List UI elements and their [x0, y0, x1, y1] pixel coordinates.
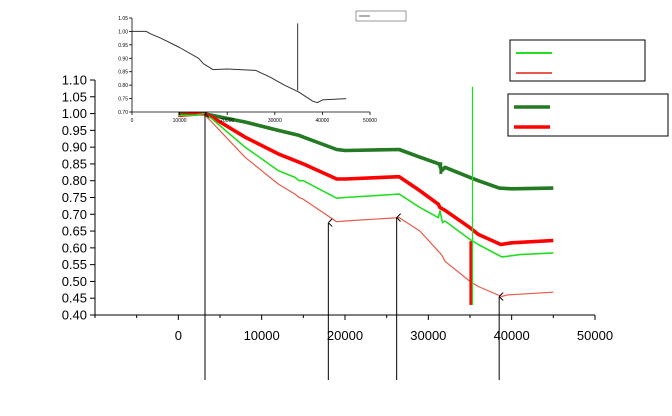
main-series-line-1 — [178, 112, 554, 298]
inset-y-tick-label: 0.90 — [118, 56, 128, 62]
inset-y-tick-label: 0.75 — [118, 97, 128, 103]
legend-box — [507, 93, 669, 137]
main-series-line-0 — [178, 112, 554, 258]
y-tick-label: 0.95 — [62, 123, 87, 138]
inset-x-tick-label: 0 — [131, 118, 134, 124]
y-tick-label: 0.90 — [62, 140, 87, 155]
inset-x-tick-label: 40000 — [315, 118, 329, 124]
y-tick-label: 0.85 — [62, 156, 87, 171]
main-series-line-2 — [178, 111, 554, 191]
inset-legend-box — [355, 10, 407, 22]
y-tick-label: 0.50 — [62, 274, 87, 289]
y-tick-label: 0.80 — [62, 173, 87, 188]
y-tick-label: 1.10 — [62, 73, 87, 88]
inset-series-line-0 — [132, 30, 347, 104]
legends — [507, 39, 669, 137]
inset-y-tick-label: 0.70 — [118, 110, 128, 116]
y-tick-label: 0.70 — [62, 207, 87, 222]
main-plot: 0 10000 20000 30000 40000 50000 0.40 0.45 0.50 0.… — [62, 73, 613, 344]
inset-x-tick-label: 50000 — [363, 118, 377, 124]
x-tick-label: 30000 — [410, 328, 446, 343]
inset-y-tick-label: 0.85 — [118, 70, 128, 76]
inset-y-tick-label: 1.00 — [118, 29, 128, 35]
x-tick-label: 50000 — [577, 328, 613, 343]
inset-y-tick-label: 1.05 — [118, 16, 128, 22]
x-tick-label: 20000 — [327, 328, 363, 343]
y-tick-label: 1.05 — [62, 89, 87, 104]
inset-y-tick-label: 0.95 — [118, 43, 128, 49]
y-tick-label: 0.55 — [62, 257, 87, 272]
y-tick-label: 0.60 — [62, 240, 87, 255]
legend-box — [509, 39, 646, 82]
inset-plot-optical-power: 0 10000 20000 30000 40000 50000 0.70 0.75 0.80 0.… — [118, 10, 407, 124]
x-tick-label: 40000 — [494, 328, 530, 343]
y-tick-label: 0.45 — [62, 291, 87, 306]
y-tick-label: 0.40 — [62, 308, 87, 323]
inset-x-tick-label: 10000 — [173, 118, 187, 124]
main-series-line-3 — [178, 111, 554, 247]
x-tick-label: 0 — [175, 328, 182, 343]
x-tick-label: 10000 — [244, 328, 280, 343]
inset-x-tick-label: 30000 — [268, 118, 282, 124]
y-tick-label: 0.65 — [62, 224, 87, 239]
dose-annotations — [204, 114, 499, 380]
y-tick-label: 0.75 — [62, 190, 87, 205]
inset-x-tick-label: 20000 — [220, 118, 234, 124]
inset-y-tick-label: 0.80 — [118, 83, 128, 89]
inset-background — [132, 18, 370, 112]
y-tick-label: 1.00 — [62, 106, 87, 121]
